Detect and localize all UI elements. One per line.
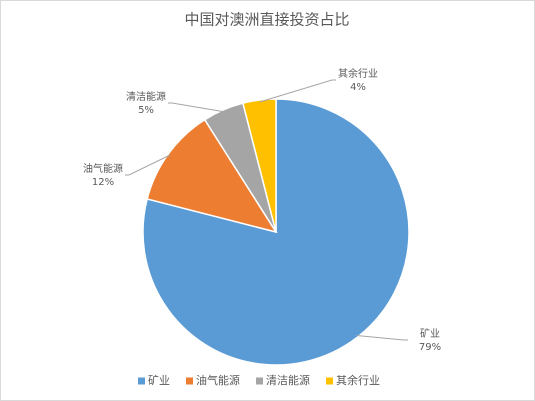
legend-marker [186,377,193,385]
legend-marker [326,377,333,385]
pie-slice [146,118,278,234]
legend-label: 清洁能源 [266,373,310,387]
data-label-name: 清洁能源 [126,90,166,103]
legend-marker [256,377,263,385]
leader-line [259,79,336,103]
leader-line [125,154,171,176]
data-label-value: 12% [92,177,114,188]
leader-line [356,335,408,341]
data-label-name: 其余行业 [338,67,378,80]
legend-label: 矿业 [148,374,170,387]
pie-slice [242,98,277,233]
data-label-name: 矿业 [420,327,440,340]
legend-label: 其余行业 [336,373,380,387]
data-label-value: 5% [138,105,154,116]
data-label-value: 79% [419,342,441,353]
data-label-value: 4% [350,82,366,93]
legend-marker [138,377,145,385]
legend-label: 油气能源 [196,373,240,387]
chart-title: 中国对澳洲直接投资占比 [184,11,349,29]
data-label-name: 油气能源 [83,162,123,175]
leader-line [168,102,225,113]
